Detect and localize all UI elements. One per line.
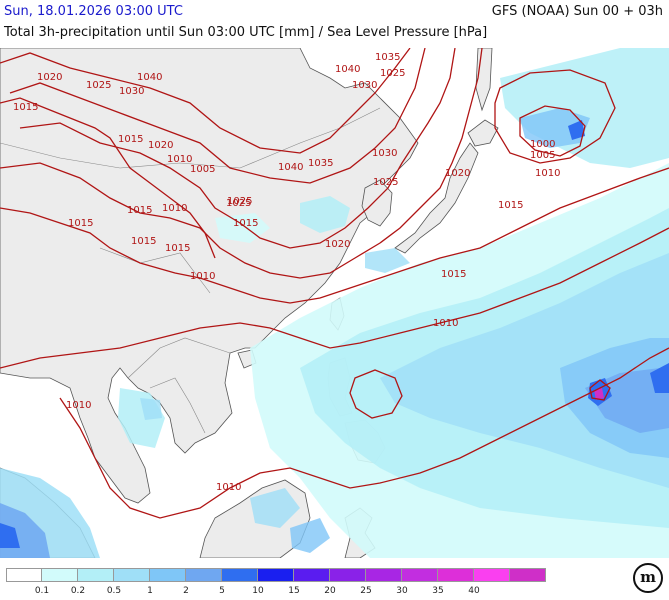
isobar-label: 1015 [233,218,258,229]
isobar-label: 1030 [372,148,397,159]
legend-swatch [150,568,186,582]
map-canvas: 1040 1040 1030 1030 1030 1025 1025 1025 … [0,48,669,558]
isobars [0,48,669,519]
isobar-label: 1035 [375,52,400,63]
isobar-label: 1020 [148,140,173,151]
legend-swatches [6,568,546,582]
logo-text: m [640,568,656,586]
isobar-label: 1015 [131,236,156,247]
isobar-label: 1025 [373,177,398,188]
isobar-label: 1010 [190,271,215,282]
isobar-label: 1010 [216,482,241,493]
legend-swatch [330,568,366,582]
isobar-label: 1040 [335,64,360,75]
legend-swatch [258,568,294,582]
legend-tick-label: 0.2 [70,586,86,596]
legend-tick-label: 25 [360,586,372,596]
legend-swatch [42,568,78,582]
isobar-label: 1040 [137,72,162,83]
isobar-label: 1025 [380,68,405,79]
legend-tick-label: 35 [432,586,444,596]
isobar-label: 1005 [530,150,555,161]
weather-map: 1040 1040 1030 1030 1030 1025 1025 1025 … [0,48,669,558]
model-run: GFS (NOAA) Sun 00 + 03h [491,4,663,19]
precipitation-legend: 0.1 0.2 0.5 1 2 5 10 15 20 25 30 35 40 [6,568,546,598]
precipitation-fields [0,48,669,558]
legend-swatch [78,568,114,582]
isobar-label: 1010 [167,154,192,165]
legend-tick-label: 1 [147,586,153,596]
isobar-label: 1010 [433,318,458,329]
isobar-label: 1030 [119,86,144,97]
isobar-label: 1040 [278,162,303,173]
legend-swatch [474,568,510,582]
isobar-label: 1020 [445,168,470,179]
land-japan [394,142,479,254]
isobar-label: 1010 [535,168,560,179]
isobar-label: 1015 [127,205,152,216]
legend-swatch [186,568,222,582]
legend-tick-label: 15 [288,586,300,596]
isobar-label: 1025 [227,196,252,207]
legend-tick-label: 0.1 [34,586,50,596]
map-description: Total 3h-precipitation until Sun 03:00 U… [4,25,488,40]
isobar-label: 1025 [226,198,251,209]
isobar-label: 1015 [165,243,190,254]
legend-swatch [510,568,546,582]
country-borders [0,107,381,434]
isobar-label: 1010 [66,400,91,411]
legend-swatch [222,568,258,582]
legend-tick-label: 40 [468,586,480,596]
isobar-label: 1000 [530,139,555,150]
legend-tick-label: 10 [252,586,264,596]
isobar-label: 1005 [190,164,215,175]
isobar-label: 1015 [13,102,38,113]
land-hokkaido [467,119,499,147]
isobar-labels: 1040 1040 1030 1030 1030 1025 1025 1025 … [13,52,560,493]
legend-swatch [294,568,330,582]
isobar-label: 1015 [68,218,93,229]
isobar-label: 1030 [352,80,377,91]
legend-swatch [6,568,42,582]
land-asia-mainland [0,48,419,504]
legend-swatch [366,568,402,582]
isobar-label: 1010 [162,203,187,214]
valid-date: Sun, 18.01.2026 03:00 UTC [4,4,183,19]
isobar-label: 1035 [308,158,333,169]
legend-tick-label: 5 [219,586,225,596]
legend-swatch [114,568,150,582]
isobar-label: 1015 [498,200,523,211]
legend-tick-label: 20 [324,586,336,596]
legend-ticks: 0.1 0.2 0.5 1 2 5 10 15 20 25 30 35 40 [6,586,526,598]
isobar-label: 1025 [86,80,111,91]
legend-swatch [402,568,438,582]
legend-tick-label: 0.5 [106,586,122,596]
isobar-label: 1020 [37,72,62,83]
legend-swatch [438,568,474,582]
meteologix-logo-icon: m [633,563,663,593]
isobar-label: 1015 [441,269,466,280]
isobar-label: 1020 [325,239,350,250]
map-header: Sun, 18.01.2026 03:00 UTC GFS (NOAA) Sun… [0,0,669,46]
legend-tick-label: 30 [396,586,408,596]
legend-tick-label: 2 [183,586,189,596]
isobar-label: 1015 [118,134,143,145]
